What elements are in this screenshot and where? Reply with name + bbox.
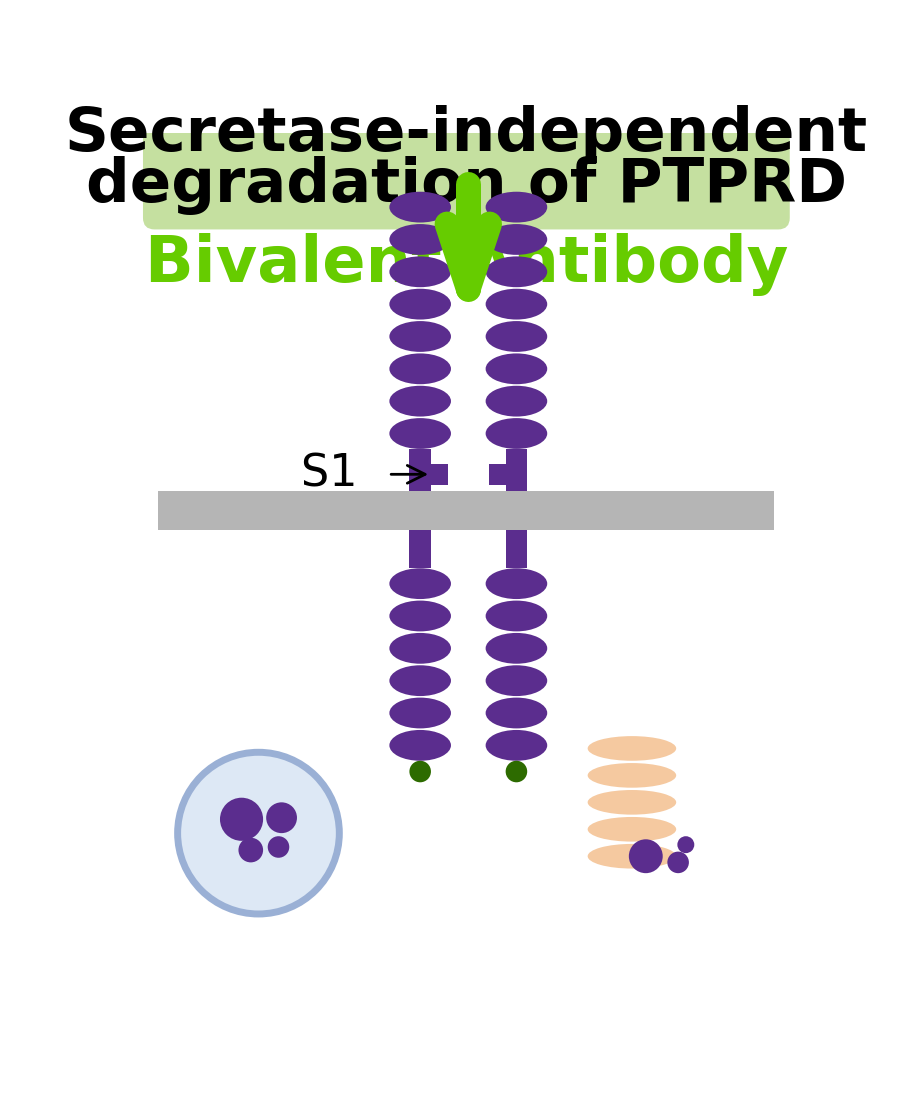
Circle shape [410,760,431,783]
Ellipse shape [486,665,547,696]
Ellipse shape [389,601,451,632]
Ellipse shape [389,192,451,222]
Bar [489,464,506,485]
Ellipse shape [389,568,451,599]
Circle shape [177,753,339,914]
Ellipse shape [588,736,676,760]
Ellipse shape [486,353,547,384]
Ellipse shape [588,844,676,868]
Text: Bivalent Antibody: Bivalent Antibody [145,233,788,295]
Ellipse shape [389,224,451,255]
Ellipse shape [389,289,451,320]
Ellipse shape [486,289,547,320]
Ellipse shape [486,633,547,664]
Text: Secretase-independent: Secretase-independent [65,105,868,164]
Ellipse shape [486,321,547,352]
Ellipse shape [486,730,547,760]
Ellipse shape [389,665,451,696]
FancyBboxPatch shape [143,91,790,230]
Ellipse shape [389,353,451,384]
Ellipse shape [389,418,451,448]
Ellipse shape [588,763,676,788]
Bar [506,529,527,568]
Circle shape [238,838,263,862]
Circle shape [220,798,263,841]
Bar [431,464,448,485]
Circle shape [506,760,527,783]
Text: S1: S1 [301,453,425,496]
Bar [410,448,431,492]
Ellipse shape [389,633,451,664]
Ellipse shape [486,256,547,287]
Ellipse shape [588,790,676,815]
Circle shape [667,851,689,874]
Ellipse shape [389,256,451,287]
Bar [506,448,527,492]
Ellipse shape [486,386,547,416]
Circle shape [268,836,289,858]
Ellipse shape [389,697,451,728]
Ellipse shape [486,697,547,728]
Circle shape [677,836,694,854]
Bar [158,492,774,529]
Text: degradation of PTPRD: degradation of PTPRD [86,157,847,215]
Ellipse shape [486,224,547,255]
Ellipse shape [588,817,676,841]
Ellipse shape [486,418,547,448]
Ellipse shape [389,321,451,352]
Circle shape [267,803,297,834]
Circle shape [629,839,662,874]
Ellipse shape [389,386,451,416]
Ellipse shape [486,601,547,632]
Bar [410,529,431,568]
Ellipse shape [486,568,547,599]
Ellipse shape [486,192,547,222]
Ellipse shape [389,730,451,760]
